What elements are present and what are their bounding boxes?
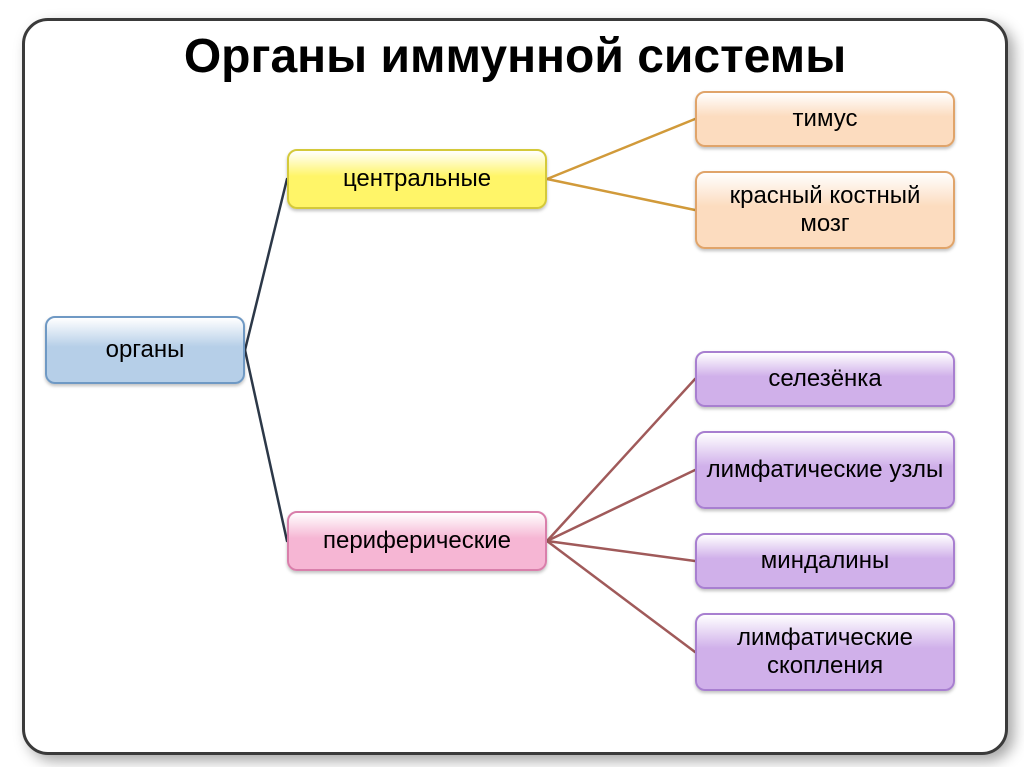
node-tonsils: миндалины	[695, 533, 955, 589]
node-lymph-nodes: лимфатические узлы	[695, 431, 955, 509]
slide-frame: Органы иммунной системы органы центральн…	[22, 18, 1008, 755]
node-peripheral: периферические	[287, 511, 547, 571]
node-central: центральные	[287, 149, 547, 209]
node-spleen: селезёнка	[695, 351, 955, 407]
node-lymph-clusters: лимфатические скопления	[695, 613, 955, 691]
node-thymus: тимус	[695, 91, 955, 147]
node-root: органы	[45, 316, 245, 384]
node-bone-marrow: красный костный мозг	[695, 171, 955, 249]
slide-title: Органы иммунной системы	[25, 29, 1005, 84]
